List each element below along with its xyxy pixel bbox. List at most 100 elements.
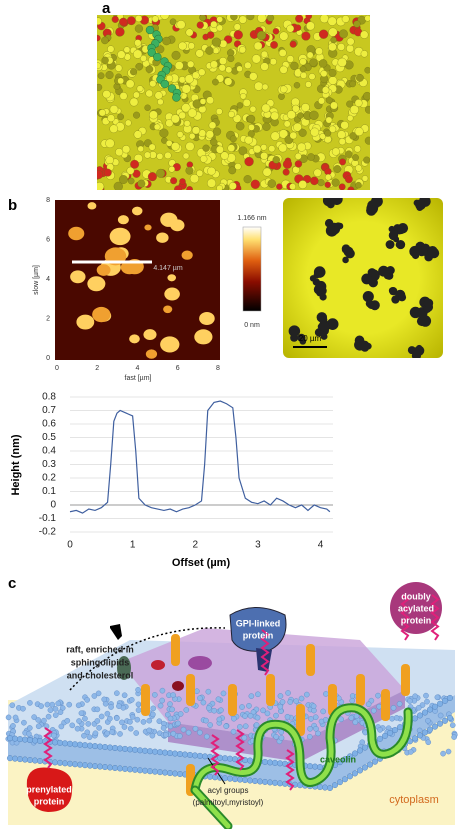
atom bbox=[313, 168, 322, 177]
atom bbox=[178, 76, 186, 84]
atom bbox=[276, 183, 283, 190]
atom bbox=[210, 60, 218, 69]
prenylated-protein bbox=[26, 767, 73, 812]
atom bbox=[109, 104, 119, 114]
atom bbox=[117, 77, 124, 85]
lipid-head bbox=[352, 719, 359, 726]
atom bbox=[301, 103, 310, 112]
atom bbox=[260, 62, 269, 71]
lipid-head bbox=[357, 767, 364, 774]
lipid-head bbox=[352, 750, 359, 757]
lipid-head bbox=[337, 759, 344, 766]
lipid-head bbox=[197, 729, 203, 736]
lipid-head bbox=[220, 690, 227, 697]
acyl-label: acyl groups bbox=[208, 786, 249, 795]
lipid-head bbox=[149, 732, 156, 739]
atom bbox=[254, 81, 264, 91]
lipid-head bbox=[442, 697, 449, 704]
lipid-head bbox=[412, 715, 419, 722]
atom bbox=[352, 154, 359, 161]
lipid-head bbox=[180, 726, 187, 733]
atom bbox=[176, 131, 184, 138]
domain bbox=[395, 241, 402, 248]
atom bbox=[301, 31, 311, 41]
lipid-head bbox=[338, 716, 344, 723]
atom bbox=[117, 50, 126, 59]
lipid-head bbox=[267, 759, 274, 766]
lipid-head bbox=[35, 723, 42, 730]
lipid-head bbox=[21, 719, 27, 726]
scale-bar-label: 20 µm bbox=[299, 334, 322, 343]
transmembrane bbox=[328, 684, 337, 716]
atom bbox=[172, 93, 181, 102]
lipid-head bbox=[434, 694, 441, 701]
lipid-head bbox=[44, 701, 51, 708]
atom bbox=[253, 41, 263, 51]
y-tick-label: -0.1 bbox=[39, 513, 57, 524]
doubly-label: protein bbox=[401, 615, 432, 625]
atom bbox=[184, 74, 194, 84]
acyl-label: (palmitoyl,myristoyl) bbox=[193, 798, 264, 807]
lipid-head bbox=[52, 759, 59, 766]
atom bbox=[238, 146, 248, 156]
lipid-head bbox=[49, 701, 56, 708]
atom bbox=[185, 28, 194, 37]
lipid-head bbox=[257, 778, 264, 785]
lipid-head bbox=[156, 718, 163, 725]
domain bbox=[92, 306, 111, 323]
lipid-head bbox=[45, 713, 52, 720]
lipid-head bbox=[262, 778, 269, 785]
lipid-head bbox=[359, 739, 366, 746]
atom bbox=[160, 15, 170, 20]
lipid-head bbox=[96, 743, 103, 750]
atom bbox=[349, 80, 356, 88]
atom bbox=[165, 119, 174, 128]
atom bbox=[261, 103, 271, 113]
lipid-head bbox=[315, 730, 321, 737]
lipid-head bbox=[393, 715, 400, 721]
atom bbox=[101, 36, 109, 45]
lipid-head bbox=[131, 766, 138, 773]
lipid-head bbox=[126, 746, 133, 753]
atom bbox=[364, 15, 370, 22]
atom bbox=[179, 178, 186, 185]
lipid-head bbox=[177, 711, 184, 717]
lipid-head bbox=[260, 707, 266, 714]
lipid-head bbox=[231, 776, 238, 783]
atom bbox=[328, 42, 337, 52]
lipid-head bbox=[226, 775, 233, 782]
atom bbox=[98, 109, 106, 117]
domain bbox=[391, 295, 400, 304]
atom bbox=[280, 85, 288, 93]
y-tick-label: 0.5 bbox=[42, 432, 56, 443]
atom bbox=[346, 100, 354, 108]
y-tick-label: 0.1 bbox=[42, 486, 56, 497]
transmembrane bbox=[266, 674, 275, 706]
y-tick-label: 0.2 bbox=[42, 473, 56, 484]
lipid-head bbox=[416, 727, 423, 734]
domain bbox=[163, 305, 173, 314]
atom bbox=[189, 174, 200, 184]
atom bbox=[355, 181, 362, 189]
microscopy-image bbox=[283, 198, 443, 358]
atom bbox=[299, 58, 307, 66]
lipid-head bbox=[167, 701, 173, 707]
lipid-head bbox=[203, 717, 209, 724]
lipid-head bbox=[57, 759, 64, 766]
domain bbox=[320, 333, 328, 340]
lipid-head bbox=[242, 723, 249, 729]
atom bbox=[165, 139, 173, 147]
lipid-head bbox=[348, 715, 355, 721]
lipid-head bbox=[22, 756, 29, 763]
atom bbox=[347, 186, 355, 190]
atom bbox=[286, 24, 295, 33]
lipid-head bbox=[101, 744, 108, 751]
lipid-head bbox=[376, 703, 382, 710]
lipid-head bbox=[447, 694, 454, 701]
atom bbox=[105, 156, 114, 165]
atom bbox=[117, 113, 124, 121]
atom bbox=[154, 91, 163, 100]
atom bbox=[109, 124, 119, 134]
atom bbox=[199, 155, 208, 163]
lipid-head bbox=[236, 776, 243, 783]
